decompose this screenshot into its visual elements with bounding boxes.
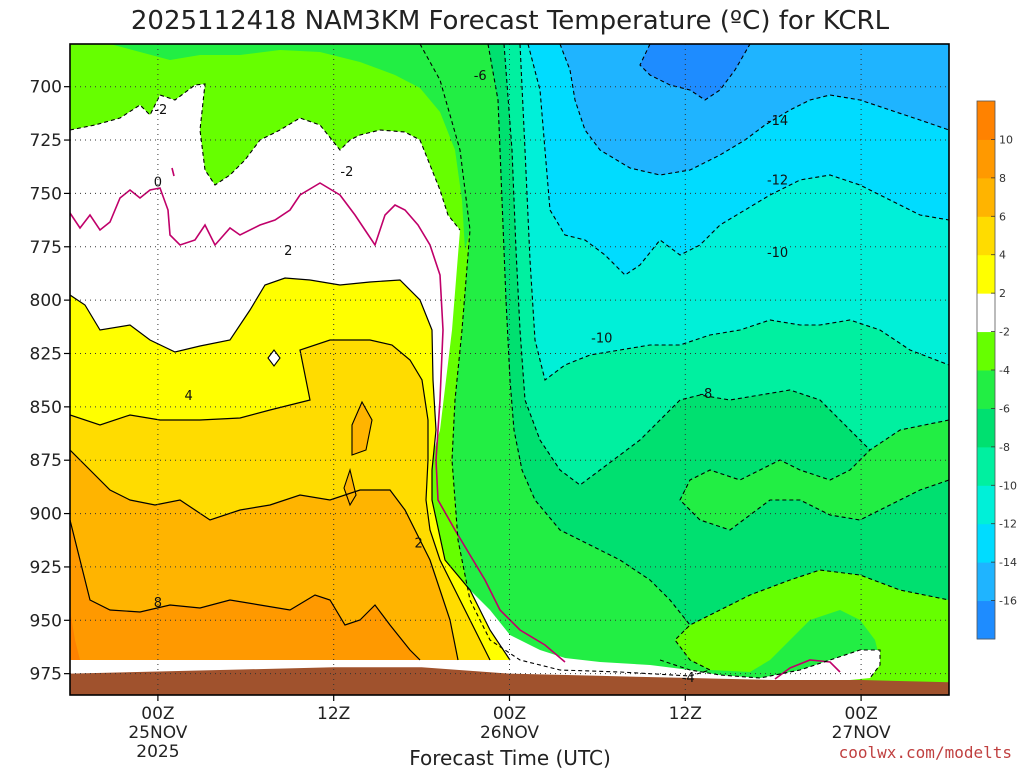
colorbar: -16 -14 -12 -10 -8 -6 -4 -2 2 4 6 8 10 — [976, 100, 1017, 640]
contour-label: 0 — [154, 176, 162, 191]
region-plus-10 — [70, 610, 80, 660]
contour-label: 2 — [284, 244, 292, 259]
x-axis-label: Forecast Time (UTC) — [409, 746, 611, 768]
contour-label: 8 — [154, 596, 162, 611]
colorbar-label: -8 — [999, 441, 1010, 454]
contour-label: 2 — [415, 536, 423, 551]
contour-plus6-line — [70, 449, 459, 661]
colorbar-label: 2 — [999, 287, 1006, 300]
y-tick-label: 750 — [30, 184, 62, 204]
contour-plus8-line — [70, 519, 421, 661]
contour-minus2-lower-line — [659, 649, 881, 679]
colorbar-swatch — [977, 370, 995, 409]
region-minus-4-upper-left — [70, 44, 470, 250]
contour-label: 4 — [185, 389, 193, 404]
region-plus-6-pocket — [352, 402, 372, 455]
temperature-field — [70, 44, 949, 695]
x-tick-label: 00Z — [493, 704, 526, 724]
colorbar-label: 6 — [999, 210, 1006, 223]
colorbar-swatch — [977, 216, 995, 256]
colorbar-swatch — [977, 139, 995, 179]
colorbar-swatch — [977, 485, 995, 525]
credit-text: coolwx.com/modelts — [839, 743, 1012, 762]
x-tick-label: 26NOV — [480, 723, 539, 743]
colorbar-swatch — [977, 600, 995, 640]
y-tick-label: 825 — [30, 344, 62, 364]
y-tick-label: 725 — [30, 131, 62, 151]
x-tick-label: 00Z — [844, 704, 877, 724]
y-tick-label: 950 — [30, 611, 62, 631]
contour-minus12-line — [527, 44, 949, 276]
colorbar-label: -10 — [999, 479, 1017, 492]
y-tick-label: 850 — [30, 398, 62, 418]
contour-label: -12 — [767, 174, 788, 189]
contour-label: -6 — [474, 69, 487, 84]
x-tick-label: 12Z — [669, 704, 702, 724]
contour-label: -14 — [767, 114, 788, 129]
contour-plus2-line — [70, 277, 511, 661]
colorbar-swatch — [977, 562, 995, 602]
y-tick-label: 700 — [30, 78, 62, 98]
contour-labels: -6 -2 -2 0 -14 -12 -10 -10 -8 2 4 2 8 -4 — [154, 69, 788, 686]
colorbar-label: -16 — [999, 595, 1017, 608]
x-tick-label: 00Z — [141, 704, 174, 724]
contour-label: -2 — [340, 165, 353, 180]
y-tick-label: 900 — [30, 505, 62, 525]
colorbar-label: -6 — [999, 402, 1010, 415]
colorbar-label: -4 — [999, 364, 1010, 377]
contour-label: -4 — [682, 671, 695, 686]
contour-minus14-line — [559, 44, 949, 176]
contour-pocket-line — [267, 349, 373, 507]
contour-minus10-line — [519, 44, 949, 381]
chart-title: 2025112418 NAM3KM Forecast Temperature (… — [131, 6, 890, 36]
contour-label: -10 — [591, 332, 612, 347]
contour-zero-line-right — [774, 659, 841, 680]
contour-zero-line — [70, 182, 566, 663]
colorbar-swatch — [977, 254, 995, 294]
contour-label: -10 — [767, 246, 788, 261]
contour-minus6-line — [487, 44, 949, 626]
contour-lines — [70, 44, 949, 680]
contour-zero-pocket — [171, 167, 175, 177]
colorbar-swatch — [977, 101, 995, 140]
colorbar-swatch — [977, 177, 995, 217]
colorbar-label: -2 — [999, 326, 1010, 339]
y-tick-label: 925 — [30, 558, 62, 578]
colorbar-label: 10 — [999, 133, 1013, 146]
y-tick-label: 775 — [30, 238, 62, 258]
contour-minus4-line — [419, 44, 949, 677]
terrain-ground — [70, 667, 949, 695]
colorbar-swatch — [977, 331, 995, 371]
colorbar-swatch — [977, 293, 995, 333]
colorbar-label: 8 — [999, 172, 1006, 185]
y-tick-label: 875 — [30, 451, 62, 471]
contour-minus16-line — [639, 44, 751, 101]
y-axis: 700 725 750 775 800 825 850 875 900 925 950 975 — [30, 78, 70, 685]
contour-plus4-line — [70, 339, 491, 661]
x-tick-label: 12Z — [317, 704, 350, 724]
colorbar-swatch — [977, 523, 995, 563]
colorbar-label: 4 — [999, 249, 1006, 262]
contour-label: -8 — [699, 387, 712, 402]
colorbar-swatch — [977, 446, 995, 486]
x-tick-label: 2025 — [136, 742, 179, 762]
colorbar-swatch — [977, 408, 995, 448]
colorbar-label: -12 — [999, 518, 1017, 531]
colorbar-label: -14 — [999, 556, 1017, 569]
x-tick-label: 27NOV — [832, 723, 891, 743]
gridlines — [70, 44, 949, 695]
y-tick-label: 975 — [30, 665, 62, 685]
contour-minus2-line — [70, 83, 461, 231]
x-tick-label: 25NOV — [128, 723, 187, 743]
contour-label: -2 — [154, 103, 167, 118]
y-tick-label: 800 — [30, 291, 62, 311]
